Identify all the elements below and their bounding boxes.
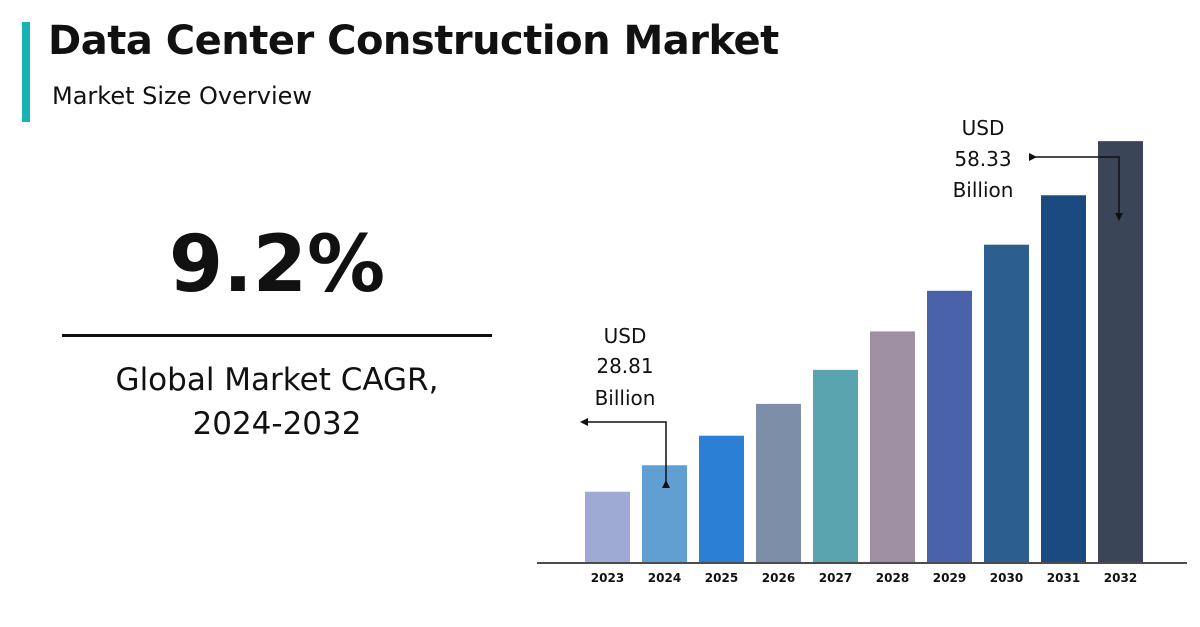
x-tick-2024: 2024 (648, 571, 681, 585)
bar-2028 (870, 331, 915, 562)
cagr-label-line1: Global Market CAGR, (115, 362, 439, 398)
x-tick-2027: 2027 (819, 571, 852, 585)
x-tick-2031: 2031 (1047, 571, 1080, 585)
bar-2027 (813, 369, 858, 562)
bar-2031 (1041, 195, 1086, 562)
cagr-label-line2: 2024-2032 (192, 406, 362, 442)
callout-start-value: 28.81 (596, 354, 653, 378)
page-title: Data Center Construction Market (48, 18, 779, 64)
callout-start-line3: Billion (595, 386, 656, 410)
callout-end-arrow (1029, 153, 1123, 221)
bar-group (585, 141, 1143, 563)
bar-2023 (585, 491, 630, 562)
cagr-divider (62, 334, 492, 337)
bar-2026 (756, 403, 801, 562)
x-tick-2029: 2029 (933, 571, 966, 585)
bar-2032 (1098, 141, 1143, 562)
x-tick-2032: 2032 (1104, 571, 1137, 585)
x-tick-2030: 2030 (990, 571, 1023, 585)
callout-start-line1: USD (604, 324, 647, 348)
bar-2024 (642, 465, 687, 562)
bar-2025 (699, 435, 744, 562)
callout-end: USD 58.33 Billion (953, 116, 1123, 221)
bar-2030 (984, 244, 1029, 563)
callout-start: USD 28.81 Billion (580, 324, 670, 488)
callout-end-line3: Billion (953, 178, 1014, 202)
page-subtitle: Market Size Overview (52, 82, 313, 110)
cagr-value: 9.2% (168, 220, 386, 310)
callout-end-value: 58.33 (954, 147, 1011, 171)
title-accent-bar (22, 22, 30, 122)
bar-2029 (927, 290, 972, 562)
x-tick-labels: 2023 2024 2025 2026 2027 2028 2029 2030 2031 2032 (591, 571, 1137, 585)
callout-start-arrow (580, 418, 670, 488)
x-tick-2025: 2025 (705, 571, 738, 585)
x-tick-2028: 2028 (876, 571, 909, 585)
callout-end-line1: USD (962, 116, 1005, 140)
cagr-label: Global Market CAGR, 2024-2032 (62, 358, 492, 446)
x-tick-2023: 2023 (591, 571, 624, 585)
x-tick-2026: 2026 (762, 571, 795, 585)
